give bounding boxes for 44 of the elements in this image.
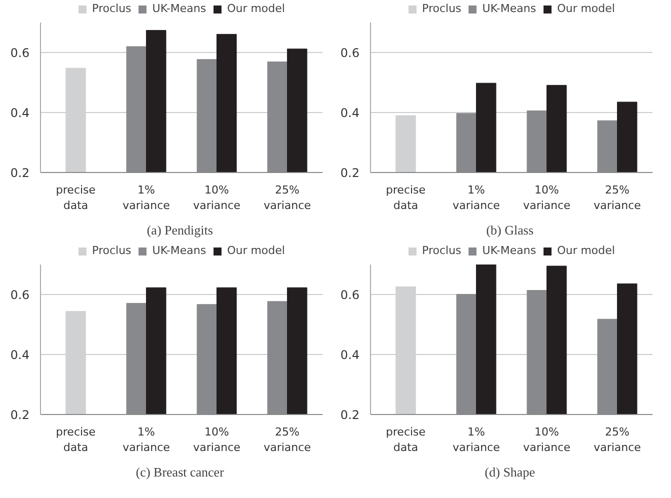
y-tick-label: 0.6 xyxy=(10,46,30,60)
legend-label: Our model xyxy=(557,244,615,257)
x-tick-label: 1% variance xyxy=(452,184,500,212)
y-tick-label: 0.2 xyxy=(340,408,360,422)
legend-label: Our model xyxy=(227,244,285,257)
y-tick-label: 0.2 xyxy=(10,408,30,422)
y-tick-label: 0.6 xyxy=(340,288,360,302)
x-tick-label: 25% variance xyxy=(594,426,642,454)
y-tick-label: 0.4 xyxy=(10,106,30,120)
x-tick-label: 25% variance xyxy=(264,426,312,454)
y-tick-label: 0.2 xyxy=(10,166,30,180)
x-tick-label: 10% variance xyxy=(523,184,571,212)
text: (a) Pendigits xyxy=(146,222,213,238)
x-tick-label: 1% variance xyxy=(122,426,170,454)
legend-label: UK-Means xyxy=(482,2,536,15)
y-tick-label: 0.4 xyxy=(340,106,360,120)
x-tick-label: 10% variance xyxy=(193,426,241,454)
x-tick-label: 1% variance xyxy=(452,426,500,454)
legend-label: Proclus xyxy=(92,2,132,15)
x-tick-label: 10% variance xyxy=(193,184,241,212)
x-tick-label: 25% variance xyxy=(264,184,312,212)
y-tick-label: 0.4 xyxy=(340,348,360,362)
text: (c) Breast cancer xyxy=(136,464,225,480)
y-tick-label: 0.4 xyxy=(10,348,30,362)
y-tick-label: 0.6 xyxy=(10,288,30,302)
x-tick-label: precise data xyxy=(56,426,96,454)
y-tick-label: 0.2 xyxy=(340,166,360,180)
legend-label: Our model xyxy=(557,2,615,15)
x-tick-label: precise data xyxy=(386,426,426,454)
x-tick-label: 10% variance xyxy=(523,426,571,454)
x-tick-label: precise data xyxy=(56,184,96,212)
legend-label: UK-Means xyxy=(152,2,206,15)
y-tick-label: 0.6 xyxy=(340,46,360,60)
x-tick-label: 25% variance xyxy=(594,184,642,212)
text: (b) Glass xyxy=(486,222,534,238)
x-tick-label: 1% variance xyxy=(122,184,170,212)
legend-label: UK-Means xyxy=(482,244,536,257)
legend-label: Our model xyxy=(227,2,285,15)
x-tick-label: precise data xyxy=(386,184,426,212)
text: (d) Shape xyxy=(484,464,536,480)
legend-label: Proclus xyxy=(422,244,462,257)
legend-label: Proclus xyxy=(92,244,132,257)
legend-label: UK-Means xyxy=(152,244,206,257)
legend-label: Proclus xyxy=(422,2,462,15)
